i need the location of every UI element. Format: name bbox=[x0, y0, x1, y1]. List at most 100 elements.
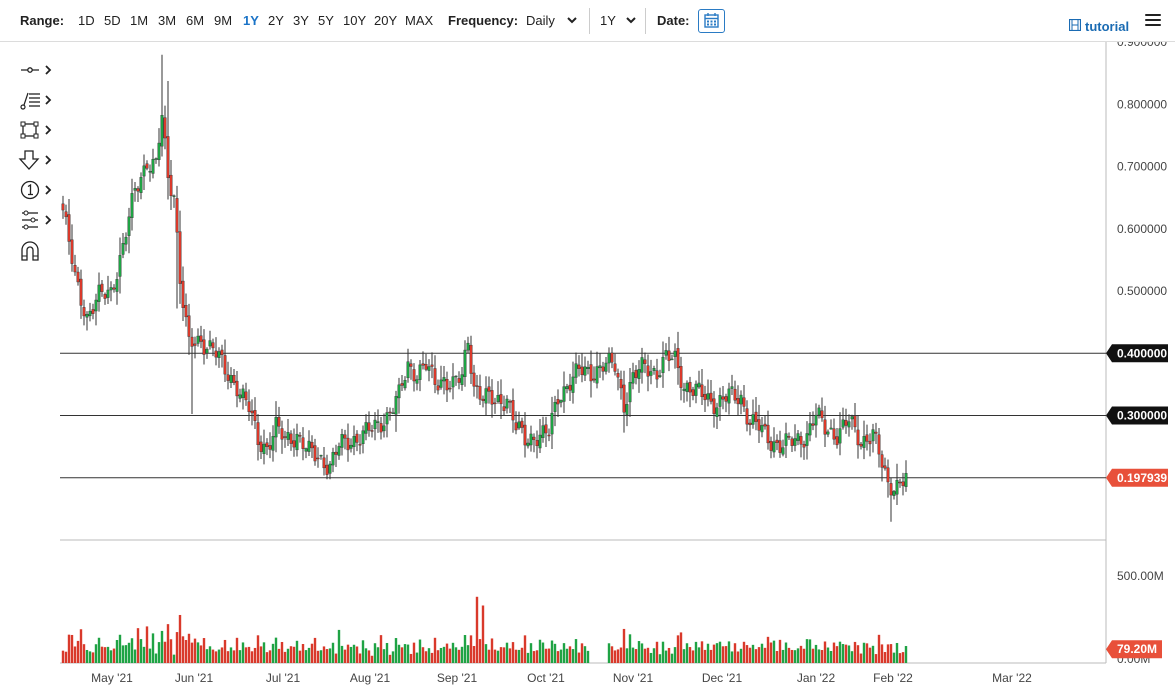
volume-bar bbox=[901, 652, 905, 663]
volume-bar bbox=[223, 639, 227, 663]
fibonacci-tool-button[interactable] bbox=[18, 88, 58, 112]
volume-bar bbox=[778, 639, 782, 663]
time-tick-label: Jul '21 bbox=[266, 671, 301, 685]
volume-bar bbox=[439, 647, 443, 663]
range-6m-button[interactable]: 6M bbox=[186, 13, 205, 28]
range-5d-button[interactable]: 5D bbox=[104, 13, 121, 28]
candle-body bbox=[619, 378, 623, 389]
volume-bar bbox=[169, 639, 173, 663]
fibonacci-tool-icon bbox=[20, 92, 52, 110]
volume-bar bbox=[622, 628, 626, 663]
tutorial-link[interactable]: tutorial bbox=[1085, 19, 1130, 34]
level-label: 0.400000 bbox=[1117, 346, 1167, 360]
film-icon[interactable] bbox=[1069, 19, 1081, 31]
candle-body bbox=[787, 436, 791, 438]
candle-body bbox=[235, 380, 239, 397]
magnet-tool-button[interactable] bbox=[18, 239, 58, 263]
range-3m-button[interactable]: 3M bbox=[158, 13, 177, 28]
candle-body bbox=[472, 372, 476, 387]
candle-body bbox=[82, 307, 86, 317]
volume-bar bbox=[625, 648, 629, 663]
candle-body bbox=[259, 441, 263, 452]
candle-body bbox=[889, 483, 893, 496]
date-picker-button[interactable] bbox=[698, 9, 725, 33]
candle-body bbox=[67, 214, 71, 242]
candle-body bbox=[451, 376, 455, 388]
volume-bar bbox=[880, 644, 884, 663]
candle-body bbox=[139, 177, 143, 193]
counter-tool-button[interactable] bbox=[18, 178, 58, 202]
candle-body bbox=[415, 379, 419, 384]
volume-bar bbox=[82, 644, 86, 663]
volume-bar bbox=[262, 642, 266, 663]
candle-body bbox=[523, 424, 527, 446]
candle-body bbox=[547, 434, 551, 437]
volume-bar bbox=[475, 596, 479, 663]
hamburger-menu-icon[interactable] bbox=[1145, 14, 1161, 28]
chevron-down-icon[interactable] bbox=[565, 13, 579, 27]
volume-bar bbox=[127, 642, 131, 663]
range-2y-button[interactable]: 2Y bbox=[268, 13, 284, 28]
chevron-down-icon[interactable] bbox=[624, 13, 638, 27]
volume-bar bbox=[544, 648, 548, 663]
line-tool-button[interactable] bbox=[18, 58, 58, 82]
candle-body bbox=[448, 387, 452, 390]
price-chart[interactable]: 0.900000 0.800000 0.700000 0.600000 0.500000… bbox=[0, 42, 1175, 691]
range-3y-button[interactable]: 3Y bbox=[293, 13, 309, 28]
arrow-tool-button[interactable] bbox=[18, 148, 58, 172]
volume-bar bbox=[259, 646, 263, 663]
candle-body bbox=[568, 384, 572, 391]
volume-bar bbox=[421, 647, 425, 663]
candle-body bbox=[187, 315, 191, 337]
volume-bar bbox=[637, 641, 641, 663]
candle-body bbox=[676, 348, 680, 369]
range-5y-button[interactable]: 5Y bbox=[318, 13, 334, 28]
volume-bar bbox=[697, 647, 701, 663]
candle-body bbox=[157, 142, 161, 160]
volume-bar bbox=[559, 649, 563, 663]
range-20y-button[interactable]: 20Y bbox=[374, 13, 398, 28]
candle-body bbox=[667, 350, 671, 361]
range-1y-button[interactable]: 1Y bbox=[243, 13, 259, 28]
volume-bar bbox=[811, 648, 815, 663]
volume-bar bbox=[679, 632, 683, 663]
range-1m-button[interactable]: 1M bbox=[130, 13, 149, 28]
candle-body bbox=[808, 423, 812, 436]
candle-body bbox=[559, 400, 563, 403]
volume-bar bbox=[250, 651, 254, 663]
frequency-select[interactable]: Daily bbox=[526, 13, 555, 28]
range-10y-button[interactable]: 10Y bbox=[343, 13, 367, 28]
candle-body bbox=[685, 382, 689, 392]
candle-body bbox=[475, 385, 479, 387]
volume-bar bbox=[877, 634, 881, 663]
volume-bar bbox=[175, 632, 179, 663]
range-9m-button[interactable]: 9M bbox=[214, 13, 233, 28]
range-1d-button[interactable]: 1D bbox=[78, 13, 95, 28]
volume-bar bbox=[178, 614, 182, 663]
candle-body bbox=[457, 378, 461, 383]
volume-bar bbox=[316, 650, 320, 663]
rectangle-tool-button[interactable] bbox=[18, 118, 58, 142]
volume-bar bbox=[841, 644, 845, 663]
volume-bar bbox=[85, 649, 89, 663]
volume-bar bbox=[898, 653, 902, 663]
period-select[interactable]: 1Y bbox=[600, 13, 616, 28]
volume-bar bbox=[574, 639, 578, 663]
volume-bar bbox=[628, 634, 632, 663]
volume-bar bbox=[385, 642, 389, 663]
volume-bar bbox=[394, 638, 398, 663]
candle-body bbox=[199, 335, 203, 342]
candle-body bbox=[682, 388, 686, 391]
time-tick-label: Jun '21 bbox=[175, 671, 214, 685]
candle-body bbox=[202, 339, 206, 355]
volume-bar bbox=[760, 643, 764, 663]
candle-body bbox=[736, 398, 740, 405]
range-max-button[interactable]: MAX bbox=[405, 13, 434, 28]
candle-body bbox=[364, 422, 368, 434]
candle-body bbox=[745, 408, 749, 425]
volume-bar bbox=[580, 643, 584, 663]
candle-body bbox=[607, 353, 611, 364]
volume-bar bbox=[349, 646, 353, 663]
measure-tool-button[interactable] bbox=[18, 208, 58, 232]
candle-body bbox=[427, 366, 431, 371]
